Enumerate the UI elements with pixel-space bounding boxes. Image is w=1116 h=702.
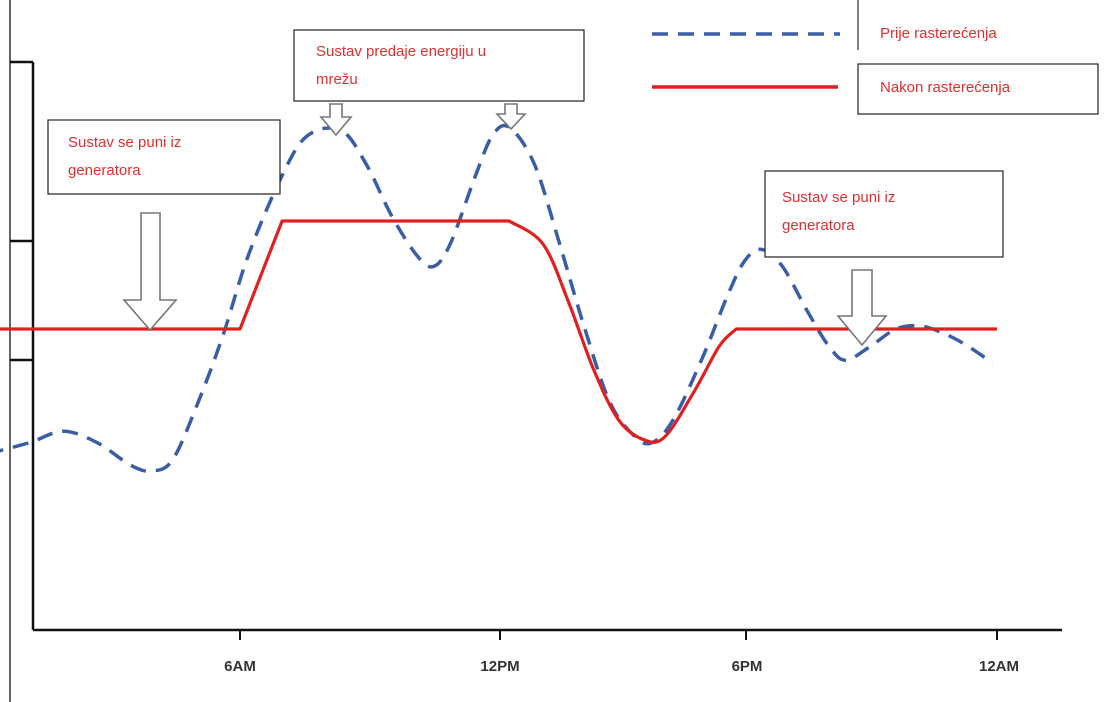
series-line-after bbox=[0, 219, 997, 444]
x-tick-label-12am: 12AM bbox=[979, 658, 1019, 675]
annotation-left-line1: Sustav se puni iz bbox=[68, 134, 181, 151]
down-arrow-right-icon bbox=[836, 269, 888, 347]
down-arrow-left-icon bbox=[122, 212, 178, 332]
annotation-box-left bbox=[47, 119, 281, 195]
annotation-box-right bbox=[764, 170, 1004, 258]
annotation-box-top bbox=[293, 29, 585, 102]
annotation-right-line2: generatora bbox=[782, 217, 855, 234]
down-arrow-top-left-icon bbox=[319, 103, 353, 137]
legend-label-before: Prije rasterećenja bbox=[880, 25, 997, 42]
legend-label-after: Nakon rasterećenja bbox=[880, 79, 1011, 96]
annotation-left-line2: generatora bbox=[68, 162, 141, 179]
series-line-before bbox=[0, 123, 994, 473]
x-tick-label-6am: 6AM bbox=[224, 658, 256, 675]
annotation-top-line2: mrežu bbox=[316, 71, 358, 88]
annotation-right-line1: Sustav se puni iz bbox=[782, 189, 895, 206]
legend-box-after bbox=[857, 63, 1099, 115]
down-arrow-top-right-icon bbox=[495, 103, 527, 131]
annotation-top-line1: Sustav predaje energiju u bbox=[316, 43, 486, 60]
x-tick-label-6pm: 6PM bbox=[732, 658, 763, 675]
x-tick-label-12pm: 12PM bbox=[480, 658, 519, 675]
